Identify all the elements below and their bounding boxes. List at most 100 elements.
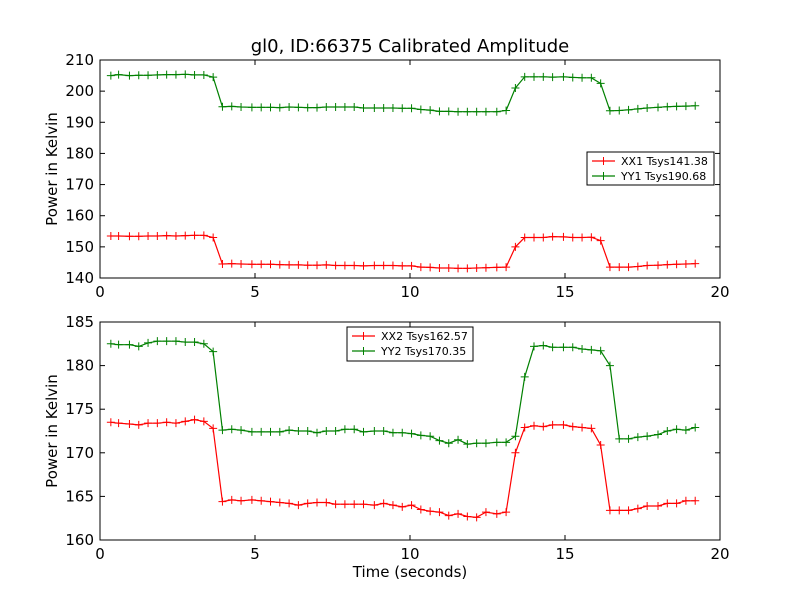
bottom-series-2-point <box>663 427 672 435</box>
top-series-1-point <box>539 233 548 242</box>
bottom-series-1-point <box>275 498 284 507</box>
top-series-1-point <box>294 260 303 269</box>
top-series-2-point <box>125 71 134 80</box>
bottom-series-1-point <box>162 418 171 427</box>
bottom-x-tick-label: 15 <box>555 545 574 563</box>
top-series-2-point <box>454 107 463 116</box>
top-legend-label-2: YY1 Tsys190.68 <box>620 170 706 183</box>
bottom-series-1-point <box>340 500 349 509</box>
top-series-1-point <box>672 260 681 269</box>
bottom-series-2-point <box>257 427 266 436</box>
bottom-series-2-point <box>587 345 596 354</box>
chart-title: gl0, ID:66375 Calibrated Amplitude <box>251 36 570 57</box>
top-series-2-point <box>313 103 321 112</box>
top-series-2-point <box>227 102 236 111</box>
top-series-2-point <box>587 73 596 82</box>
top-series-2-point <box>209 73 218 82</box>
bottom-series-2-point <box>681 426 690 435</box>
top-x-tick-label: 0 <box>95 283 105 301</box>
bottom-series-2-point <box>539 341 548 350</box>
bottom-x-tick-label: 5 <box>250 545 260 563</box>
top-series-1-point <box>691 259 700 268</box>
bottom-series-1-point <box>237 496 246 505</box>
bottom-y-tick-label: 160 <box>65 531 94 549</box>
bottom-series-2-point <box>181 338 190 347</box>
bottom-series-1-point <box>539 422 548 431</box>
bottom-series-2-point <box>266 427 275 436</box>
top-x-tick-label: 20 <box>710 283 729 301</box>
bottom-series-1-point <box>350 500 359 509</box>
top-series-2-point <box>237 103 246 112</box>
bottom-series-1-point <box>596 440 605 449</box>
top-series-1-point <box>199 231 208 240</box>
bottom-series-2-point <box>463 440 472 449</box>
top-series-2-point <box>388 103 397 112</box>
bottom-legend-label-1: XX2 Tsys162.57 <box>381 330 468 343</box>
top-series-2-point <box>520 72 529 81</box>
bottom-series-1-point <box>247 495 256 504</box>
top-series-1-point <box>511 242 520 251</box>
top-series-1-point <box>520 233 529 242</box>
top-series-2-point <box>247 103 256 112</box>
top-x-tick-label: 10 <box>400 283 419 301</box>
bottom-series-2-point <box>209 347 218 356</box>
top-series-1-point <box>266 260 275 269</box>
top-series-1-point <box>435 264 444 273</box>
bottom-axes-frame <box>99 321 721 541</box>
bottom-y-tick-label: 175 <box>65 400 94 418</box>
top-series-1-point <box>643 261 652 270</box>
top-series-1-point <box>530 233 538 242</box>
top-series-1-point <box>331 261 340 270</box>
top-legend-box <box>586 151 715 186</box>
top-series-1-point <box>444 264 453 273</box>
top-series-1-point <box>587 233 596 242</box>
bottom-series-1-point <box>481 508 490 517</box>
top-series-1-point <box>153 231 162 240</box>
top-series-2-point <box>322 103 331 112</box>
top-series-2-point <box>199 70 208 79</box>
bottom-series-1-point <box>331 500 340 509</box>
top-series-1-point <box>426 263 435 272</box>
top-series-1-point <box>190 231 199 240</box>
top-series-2-point <box>294 103 303 112</box>
bottom-series-2-point <box>218 426 227 435</box>
top-series-2-point <box>407 104 416 113</box>
bottom-legend-box <box>346 326 474 362</box>
bottom-series-2-point <box>454 435 463 444</box>
bottom-series-2-point <box>247 427 256 436</box>
top-series-2-point <box>568 73 577 82</box>
top-series-2-point <box>218 102 227 111</box>
bottom-series-2-point <box>322 427 331 435</box>
bottom-series-1-point <box>633 504 642 513</box>
bottom-series-2-point <box>578 345 587 354</box>
top-series-1-point <box>144 231 153 240</box>
bottom-plot: 0 5 10 15 20 160 165 170 175 180 185 Power in Kelvi… <box>43 313 730 581</box>
bottom-series-1-point <box>587 424 596 433</box>
top-series-1-point <box>247 260 256 269</box>
bottom-series-2-point <box>106 339 115 348</box>
bottom-series-1-point <box>190 415 199 424</box>
top-series-2-point <box>416 105 425 114</box>
bottom-series-1-point <box>359 500 368 509</box>
bottom-series-2-point <box>285 426 294 435</box>
top-series-1-point <box>285 260 294 269</box>
top-series-1-point <box>605 263 614 272</box>
bottom-series-1-point <box>416 505 425 514</box>
top-series-2-point <box>502 106 511 115</box>
top-plot: 0 5 10 15 20 140 150 160 170 180 190 200 210 Power in… <box>43 51 730 301</box>
bottom-series-1-point <box>502 508 511 517</box>
top-series-1-point <box>502 263 511 272</box>
bottom-y-tick-label: 170 <box>65 444 94 462</box>
bottom-series-2-point <box>134 342 143 351</box>
bottom-series-1-point <box>463 512 472 521</box>
bottom-series-1-point <box>605 506 614 515</box>
top-legend-marker-1 <box>599 157 608 165</box>
bottom-series-2-point <box>359 427 368 436</box>
top-x-tick-label: 5 <box>250 283 260 301</box>
top-series-1-point <box>472 264 481 273</box>
top-series-2-point <box>266 103 275 112</box>
bottom-series-1-point <box>407 501 416 510</box>
top-series-2-point <box>370 103 379 112</box>
top-y-tick-label: 210 <box>65 51 94 69</box>
